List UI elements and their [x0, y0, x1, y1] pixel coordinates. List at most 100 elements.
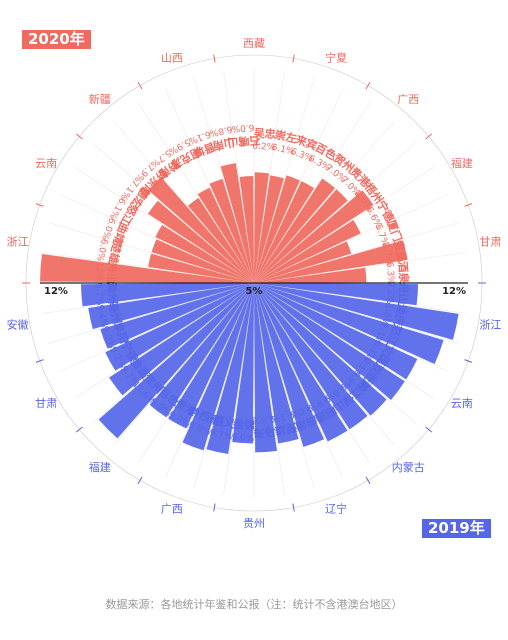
bar-bottom-12	[206, 283, 254, 455]
bar-top-18	[254, 220, 361, 283]
legend-2020: 2020年	[22, 30, 91, 49]
value-label-top-1: 6.0%	[94, 238, 109, 263]
value-label-bottom-12: 9.7%	[209, 428, 234, 443]
axis-tick-right: 12%	[442, 286, 466, 297]
value-label-top-20: 8.7%	[380, 242, 395, 267]
value-label-bottom-9: 9.1%	[270, 409, 295, 424]
bar-bottom-21	[81, 283, 255, 307]
cat-label-bottom-21: 滁州	[105, 282, 121, 305]
cat-label-bottom-12: 遵义	[212, 413, 237, 432]
value-label-bottom-21: 9.7%	[93, 282, 105, 306]
axis-tick-left: 12%	[44, 286, 68, 297]
bar-bottom-2	[254, 283, 444, 364]
bar-bottom-19	[100, 283, 255, 349]
group-label-top-2: 新疆	[89, 92, 111, 106]
group-label-bottom-0: 浙江	[479, 319, 501, 332]
cat-label-bottom-10: 乌海	[253, 425, 276, 441]
bar-bottom-18	[105, 283, 254, 371]
value-label-top-11: 6.2%	[252, 142, 276, 154]
cat-label-top-20: 金昌	[391, 238, 410, 263]
bar-bottom-20	[88, 283, 254, 330]
legend-2019: 2019年	[422, 519, 491, 538]
cat-label-bottom-9: 楚雄	[274, 420, 298, 438]
bar-bottom-4	[254, 283, 405, 400]
value-label-top-9: 6.8%	[208, 123, 233, 138]
cat-label-bottom-20: 亳州	[106, 301, 124, 325]
group-label-bottom-1: 云南	[451, 397, 473, 410]
cat-label-top-11: 吴忠	[253, 126, 276, 142]
bar-bottom-15	[149, 283, 254, 418]
group-label-bottom-6: 福建	[89, 460, 111, 474]
group-label-top-3: 山西	[161, 51, 183, 64]
bar-top-5	[148, 177, 254, 283]
source-note: 数据来源：各地统计年鉴和公报（注：统计不含港澳台地区）	[105, 598, 403, 611]
bar-top-19	[254, 241, 352, 283]
bar-top-9	[220, 163, 254, 283]
group-label-bottom-8: 安徽	[7, 318, 29, 332]
bar-bottom-1	[254, 283, 459, 340]
bar-bottom-5	[254, 283, 387, 416]
bar-top-2	[151, 239, 254, 283]
bar-bottom-8	[254, 283, 325, 447]
bar-top-15	[254, 178, 336, 283]
bar-bottom-17	[109, 283, 254, 396]
group-label-bottom-5: 广西	[161, 503, 183, 516]
bar-top-20	[254, 240, 408, 283]
bar-top-12	[254, 175, 284, 283]
bar-bottom-3	[254, 283, 418, 380]
bar-top-0	[40, 254, 254, 283]
value-label-bottom-11: 9.0%	[231, 433, 255, 445]
bar-top-8	[209, 178, 254, 283]
group-label-bottom-4: 贵州	[243, 517, 265, 530]
cat-label-bottom-1: 迪庆	[391, 303, 409, 327]
bar-top-17	[254, 190, 374, 283]
bar-top-11	[254, 172, 269, 283]
cat-label-top-9: 山南	[212, 135, 236, 153]
bar-top-13	[254, 175, 300, 283]
axis-tick-center: 5%	[246, 286, 263, 297]
value-label-top-0: 12%	[93, 262, 104, 283]
value-label-top-10: 6.0%	[231, 122, 255, 134]
group-label-top-0: 浙江	[7, 235, 29, 248]
bar-top-4	[147, 200, 254, 283]
group-label-top-6: 广西	[397, 93, 419, 106]
cat-label-top-1: 楚雄	[106, 241, 124, 265]
value-label-bottom-20: 9.4%	[94, 304, 109, 329]
bar-top-14	[254, 181, 315, 283]
bar-bottom-7	[254, 283, 348, 442]
group-label-bottom-3: 辽宁	[325, 502, 347, 516]
bar-bottom-14	[168, 283, 254, 429]
bar-bottom-0	[254, 283, 419, 306]
group-label-top-5: 宁夏	[325, 50, 347, 64]
group-label-top-7: 福建	[451, 156, 473, 170]
value-label-top-21: 6.3%	[384, 262, 396, 286]
bar-bottom-10	[254, 283, 277, 453]
group-label-bottom-7: 甘肃	[35, 397, 57, 410]
group-label-bottom-2: 内蒙古	[392, 460, 425, 474]
group-label-top-1: 云南	[35, 157, 57, 170]
bar-top-16	[254, 189, 348, 283]
cat-label-top-21: 酒泉	[396, 261, 412, 285]
bar-top-10	[239, 176, 254, 283]
cat-label-top-12: 崇左	[274, 127, 298, 145]
value-label-top-12: 6.1%	[271, 143, 296, 158]
cat-label-bottom-0: 舟山	[396, 282, 412, 305]
bar-bottom-6	[254, 283, 368, 430]
group-label-top-8: 甘肃	[479, 235, 501, 248]
value-label-bottom-10: 9.5%	[252, 413, 276, 425]
bar-top-7	[197, 187, 254, 283]
cat-label-bottom-11: 盘锦	[232, 417, 255, 433]
bar-bottom-9	[254, 283, 299, 444]
bar-top-21	[254, 267, 367, 283]
bar-bottom-11	[232, 283, 254, 444]
value-label-bottom-0: 9.2%	[384, 281, 396, 305]
bar-bottom-13	[182, 283, 254, 451]
bar-top-1	[148, 253, 254, 283]
bar-bottom-16	[98, 283, 254, 439]
bar-top-6	[187, 197, 254, 283]
group-label-top-4: 西藏	[243, 37, 265, 50]
cat-label-top-10: 石嘴山	[227, 133, 262, 149]
bar-top-3	[155, 224, 254, 283]
cat-label-top-0: 舟山	[105, 261, 121, 284]
